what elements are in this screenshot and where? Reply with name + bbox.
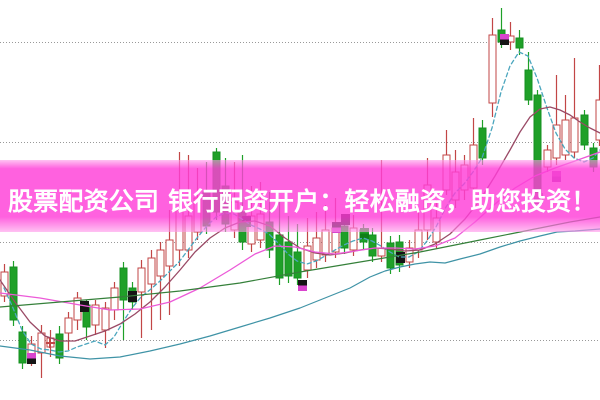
signal-marker	[27, 353, 36, 364]
candlestick	[147, 250, 156, 330]
ma-line-teal-slow	[0, 228, 600, 360]
candlestick	[552, 75, 561, 165]
candlestick	[119, 262, 128, 340]
signal-marker	[298, 280, 307, 291]
signal-marker	[128, 291, 137, 302]
signal-marker	[80, 301, 89, 312]
ma-line-teal-fast	[3, 51, 600, 353]
candlestick	[18, 326, 27, 369]
candlestick	[9, 261, 18, 326]
candlestick	[386, 236, 395, 274]
candlestick	[488, 18, 497, 117]
candlestick	[137, 260, 146, 338]
candlestick	[293, 224, 302, 285]
candlestick	[64, 312, 73, 350]
promo-banner-text: 股票配资公司 银行配资开户：轻松融资，助您投资！	[8, 187, 597, 216]
candlestick	[515, 30, 524, 55]
candlestick	[561, 95, 570, 160]
signal-marker	[500, 34, 509, 45]
promo-banner: 股票配资公司 银行配资开户：轻松融资，助您投资！	[0, 160, 600, 232]
candlestick	[0, 264, 9, 302]
candlestick	[55, 326, 64, 364]
signal-marker	[46, 338, 55, 348]
candlestick	[524, 52, 533, 105]
candlestick	[580, 110, 589, 150]
grid-layer	[0, 42, 600, 341]
candlestick	[91, 300, 100, 335]
ma-line-maroon	[0, 106, 600, 342]
candlestick	[368, 228, 377, 262]
